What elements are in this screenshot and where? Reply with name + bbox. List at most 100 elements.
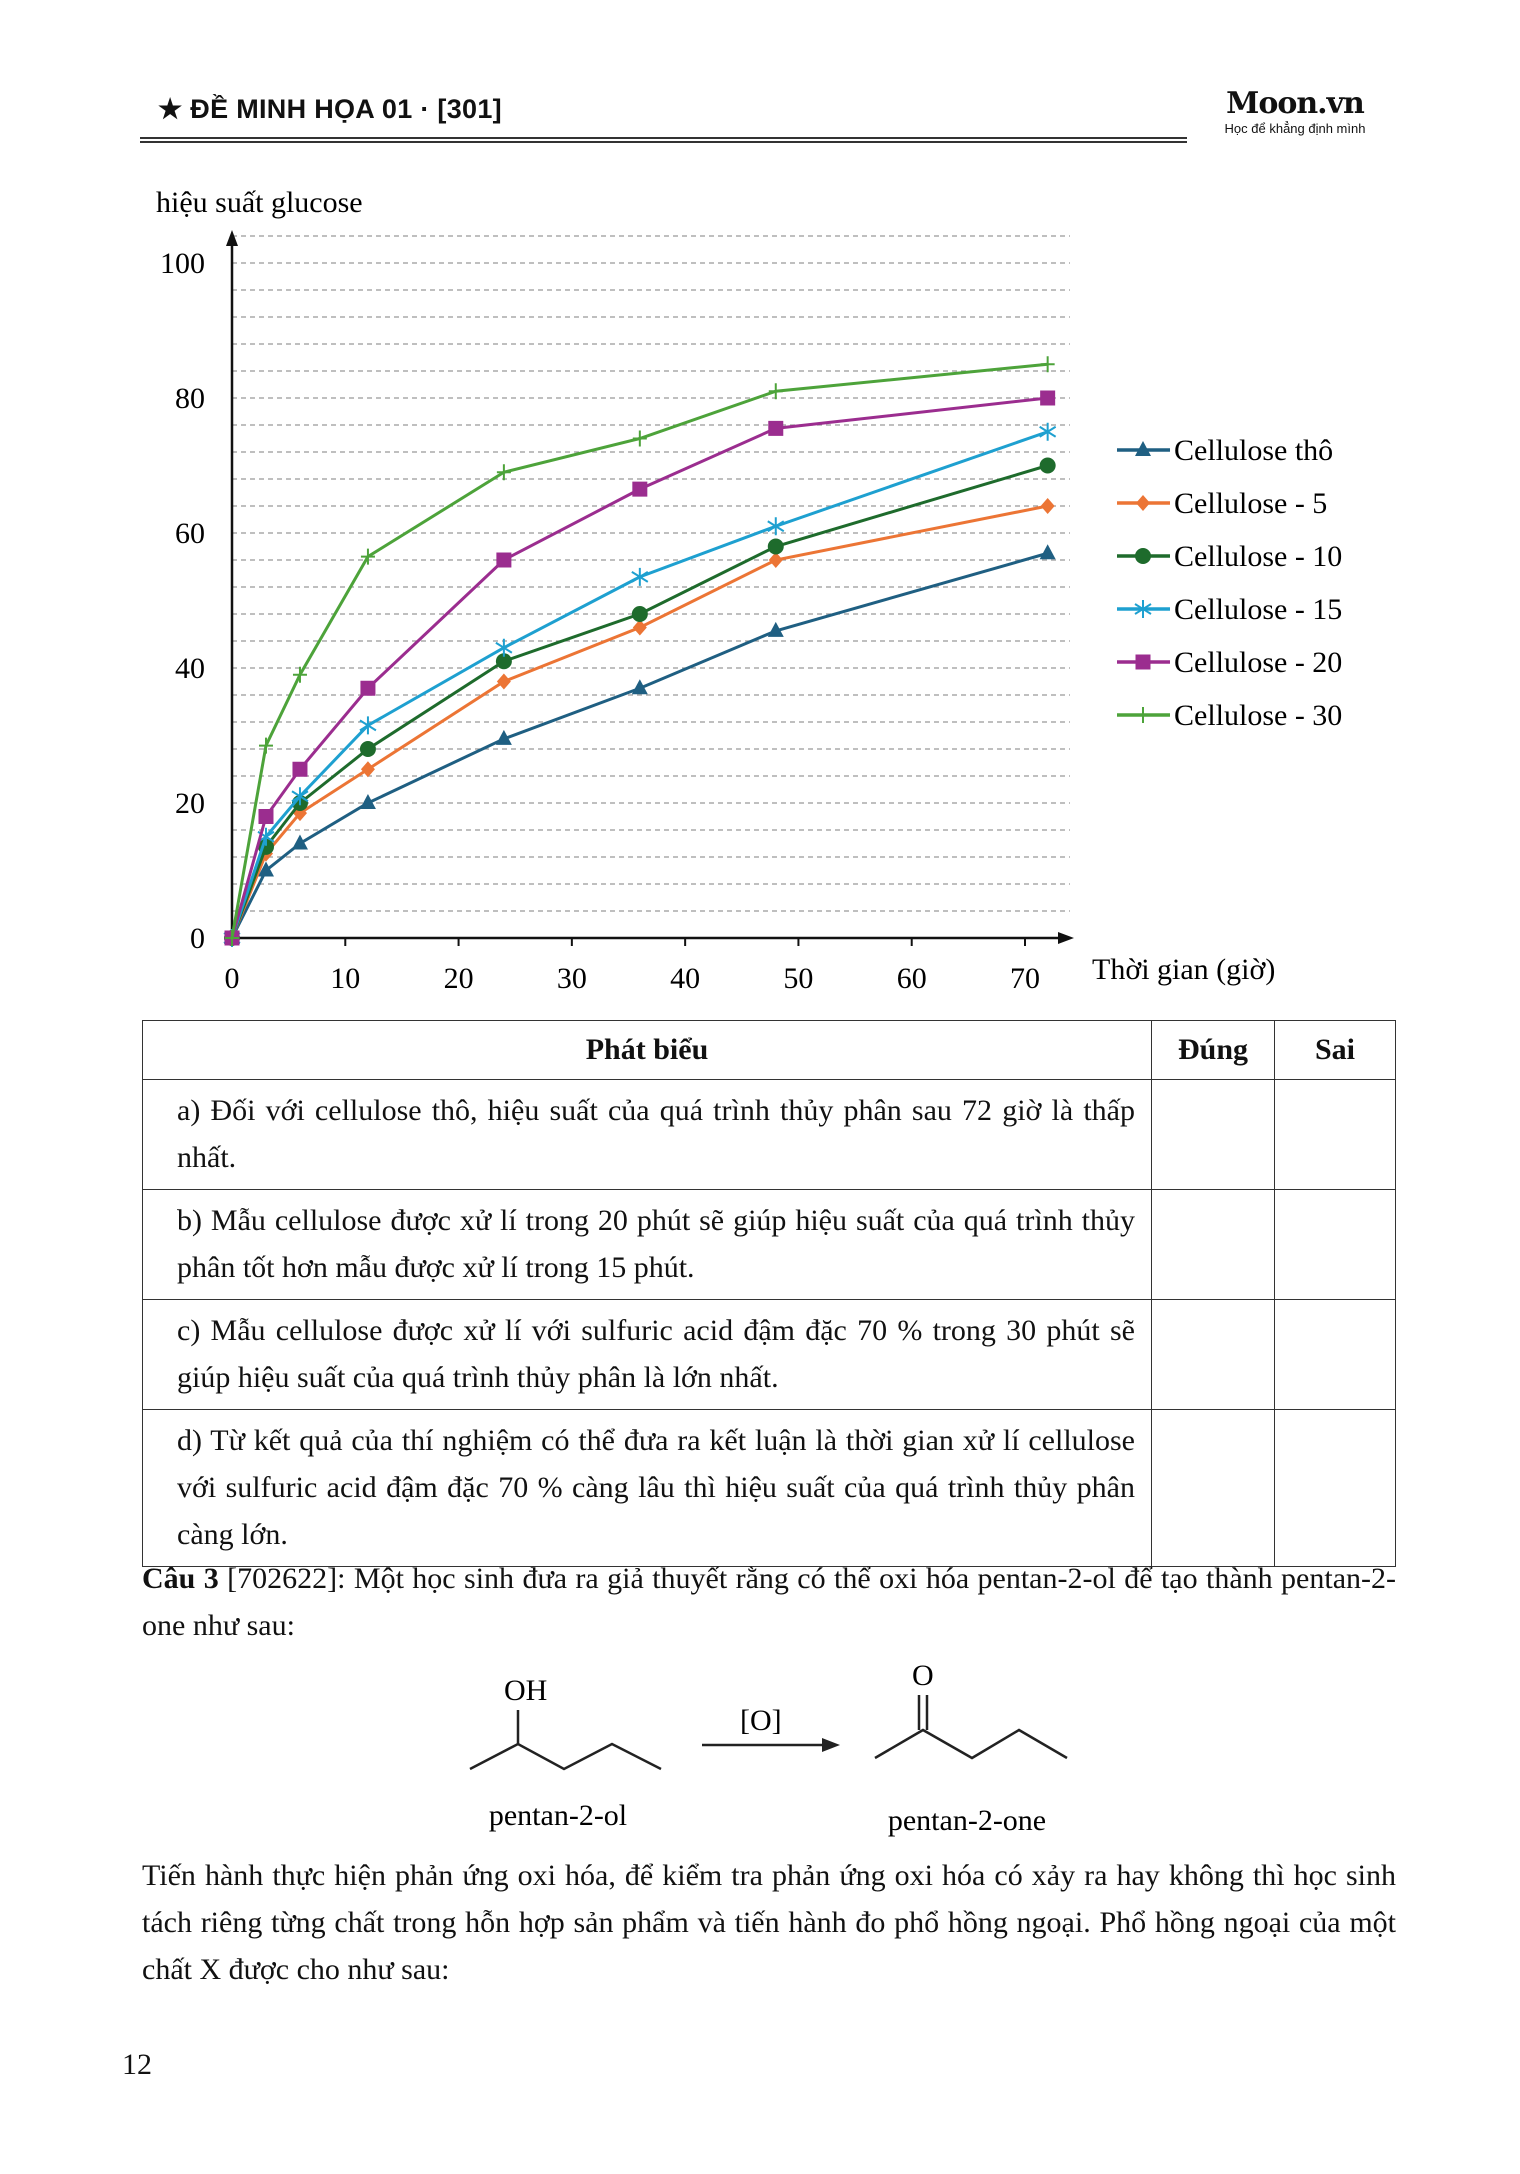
question-id: [702622] xyxy=(218,1562,338,1595)
false-cell-b[interactable] xyxy=(1274,1189,1396,1300)
diamond-marker xyxy=(768,552,783,568)
reagent-label: [O] xyxy=(740,1704,782,1737)
x-tick-label: 70 xyxy=(1010,962,1040,995)
legend-item: Cellulose - 5 xyxy=(1117,487,1327,520)
question-3: Câu 3 [702622]: Một học sinh đưa ra giả … xyxy=(142,1555,1396,1649)
asterisk-marker xyxy=(291,790,309,803)
triangle-marker xyxy=(631,679,648,695)
y-tick-label: 40 xyxy=(175,652,205,685)
y-tick-label: 60 xyxy=(175,517,205,550)
true-cell-b[interactable] xyxy=(1151,1189,1275,1300)
x-axis-label: Thời gian (giờ) xyxy=(1092,953,1275,986)
diamond-marker xyxy=(496,673,511,690)
diamond-marker xyxy=(360,761,375,778)
true-cell-d[interactable] xyxy=(1151,1409,1275,1567)
statement-b: b) Mẫu cellulose được xử lí trong 20 phú… xyxy=(142,1189,1152,1300)
asterisk-marker xyxy=(1134,603,1152,615)
pentan-2-ol-skeleton xyxy=(469,1742,662,1771)
x-axis-arrow-icon xyxy=(1058,932,1074,944)
reactant-name: pentan-2-ol xyxy=(489,1799,627,1832)
triangle-marker xyxy=(359,794,376,809)
square-marker xyxy=(1040,390,1056,406)
square-marker xyxy=(1135,654,1151,670)
table-row: a) Đối với cellulose thô, hiệu suất của … xyxy=(142,1079,1396,1190)
header-divider xyxy=(140,137,1187,139)
square-marker xyxy=(768,420,784,436)
legend-label: Cellulose - 20 xyxy=(1174,646,1342,679)
legend-item: Cellulose - 15 xyxy=(1117,593,1342,626)
legend-label: Cellulose - 10 xyxy=(1174,540,1342,573)
product-name: pentan-2-one xyxy=(888,1804,1046,1837)
triangle-marker xyxy=(495,729,512,745)
series-3 xyxy=(223,422,1057,947)
statement-d: d) Từ kết quả của thí nghiệm có thể đưa … xyxy=(142,1409,1152,1567)
circle-marker xyxy=(495,653,512,670)
legend-item: Cellulose thô xyxy=(1117,434,1333,467)
x-tick-label: 60 xyxy=(897,962,927,995)
statement-c: c) Mẫu cellulose được xử lí với sulfuric… xyxy=(142,1299,1152,1410)
series-0 xyxy=(224,544,1056,944)
table-row: c) Mẫu cellulose được xử lí với sulfuric… xyxy=(142,1299,1396,1410)
square-marker xyxy=(496,552,512,568)
legend-item: Cellulose - 20 xyxy=(1117,646,1342,679)
series-2 xyxy=(224,457,1056,946)
y-tick-label: 80 xyxy=(175,382,205,415)
circle-marker xyxy=(1135,548,1151,564)
table-row: b) Mẫu cellulose được xử lí trong 20 phú… xyxy=(142,1189,1396,1300)
true-cell-c[interactable] xyxy=(1151,1299,1275,1410)
asterisk-marker xyxy=(359,719,377,732)
circle-marker xyxy=(1039,457,1056,474)
y-axis-label: hiệu suất glucose xyxy=(156,186,363,219)
diamond-marker xyxy=(1040,498,1055,514)
legend-label: Cellulose - 5 xyxy=(1174,487,1327,520)
x-tick-label: 30 xyxy=(557,962,587,995)
logo-brand: Moon.vn xyxy=(1226,86,1365,121)
true-cell-a[interactable] xyxy=(1151,1079,1275,1190)
glucose-yield-chart: hiệu suất glucose Thời gian (giờ) 0 10 20 3… xyxy=(156,186,1342,995)
pentan-2-one-skeleton xyxy=(874,1728,1068,1760)
y-tick-label: 20 xyxy=(175,787,205,820)
false-cell-d[interactable] xyxy=(1274,1409,1396,1567)
square-marker xyxy=(360,680,376,696)
legend-label: Cellulose thô xyxy=(1174,434,1333,467)
triangle-marker xyxy=(291,834,308,850)
question-label: Câu 3 xyxy=(142,1562,219,1595)
moon-logo: Moon.vn Học để khẳng định mình xyxy=(1220,86,1370,136)
asterisk-marker xyxy=(631,571,649,583)
false-cell-a[interactable] xyxy=(1274,1079,1396,1190)
x-tick-label: 50 xyxy=(783,962,813,995)
paragraph: Tiến hành thực hiện phản ứng oxi hóa, để… xyxy=(142,1859,1396,1986)
series-5 xyxy=(225,356,1055,946)
x-tick-label: 40 xyxy=(670,962,700,995)
oh-label: OH xyxy=(504,1674,547,1707)
statement-table: Phát biểu Đúng Sai a) Đối với cellulose … xyxy=(142,1020,1396,1567)
y-tick-label: 0 xyxy=(190,922,205,955)
diamond-marker xyxy=(632,619,647,636)
legend-label: Cellulose - 15 xyxy=(1174,593,1342,626)
square-marker xyxy=(292,761,308,777)
legend-label: Cellulose - 30 xyxy=(1174,699,1342,732)
header-statement: Phát biểu xyxy=(142,1020,1152,1080)
statement-a: a) Đối với cellulose thô, hiệu suất của … xyxy=(142,1079,1152,1190)
legend-item: Cellulose - 30 xyxy=(1117,699,1342,732)
triangle-marker xyxy=(767,621,784,637)
header-true: Đúng xyxy=(1151,1020,1275,1080)
y-axis-arrow-icon xyxy=(226,230,238,246)
false-cell-c[interactable] xyxy=(1274,1299,1396,1410)
series-line xyxy=(230,464,1049,939)
series-line xyxy=(230,551,1049,939)
triangle-marker xyxy=(1039,544,1056,560)
table-row: d) Từ kết quả của thí nghiệm có thể đưa … xyxy=(142,1409,1396,1567)
page-number: 12 xyxy=(122,2048,152,2081)
x-tick-label: 20 xyxy=(444,962,474,995)
diamond-marker xyxy=(1136,495,1150,511)
asterisk-marker xyxy=(495,641,513,654)
series-line xyxy=(230,396,1048,939)
y-tick-label: 100 xyxy=(160,247,205,280)
circle-marker xyxy=(767,538,784,555)
x-tick-label: 0 xyxy=(225,962,240,995)
circle-marker xyxy=(631,606,648,622)
square-marker xyxy=(632,481,648,497)
header-divider xyxy=(140,141,1187,143)
x-tick-label: 10 xyxy=(330,962,360,995)
